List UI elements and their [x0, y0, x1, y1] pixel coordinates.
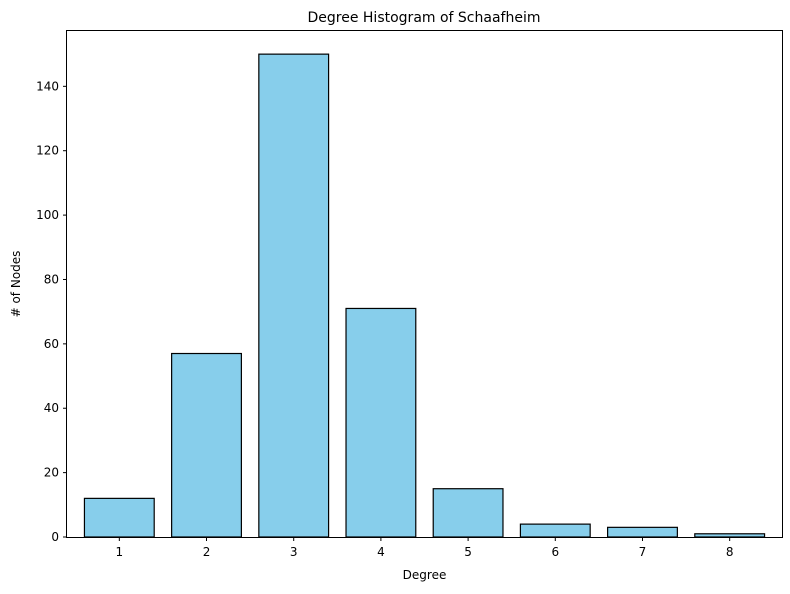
bar-degree-8 — [694, 533, 766, 538]
x-axis-ticks: 1 2 3 4 5 6 7 8 — [115, 537, 734, 559]
y-tick-label: 80 — [44, 272, 59, 286]
bar-degree-1 — [83, 497, 155, 538]
y-tick-label: 120 — [36, 144, 59, 158]
x-tick-label: 6 — [551, 545, 559, 559]
bar-degree-2 — [171, 352, 242, 538]
y-tick-label: 60 — [44, 337, 59, 351]
bar-degree-3 — [258, 53, 330, 538]
y-axis-ticks: 0 20 40 60 80 100 120 140 — [36, 79, 67, 544]
bar-degree-6 — [519, 523, 591, 538]
y-tick-label: 40 — [44, 401, 59, 415]
bars-group — [83, 53, 766, 538]
x-tick-label: 3 — [290, 545, 298, 559]
bar-degree-4 — [345, 307, 417, 538]
y-tick-label: 0 — [51, 530, 59, 544]
x-tick-label: 8 — [726, 545, 734, 559]
y-axis-label: # of Nodes — [9, 251, 23, 318]
bar-degree-5 — [432, 488, 504, 538]
x-tick-label: 1 — [115, 545, 123, 559]
y-tick-label: 100 — [36, 208, 59, 222]
x-tick-label: 5 — [464, 545, 472, 559]
y-tick-label: 20 — [44, 466, 59, 480]
chart-title: Degree Histogram of Schaafheim — [308, 10, 541, 26]
x-tick-label: 7 — [639, 545, 647, 559]
y-tick-label: 140 — [36, 79, 59, 93]
x-axis-label: Degree — [403, 568, 447, 582]
x-tick-label: 4 — [377, 545, 385, 559]
plot-frame — [66, 30, 783, 538]
x-tick-label: 2 — [203, 545, 211, 559]
bar-degree-7 — [607, 526, 678, 538]
